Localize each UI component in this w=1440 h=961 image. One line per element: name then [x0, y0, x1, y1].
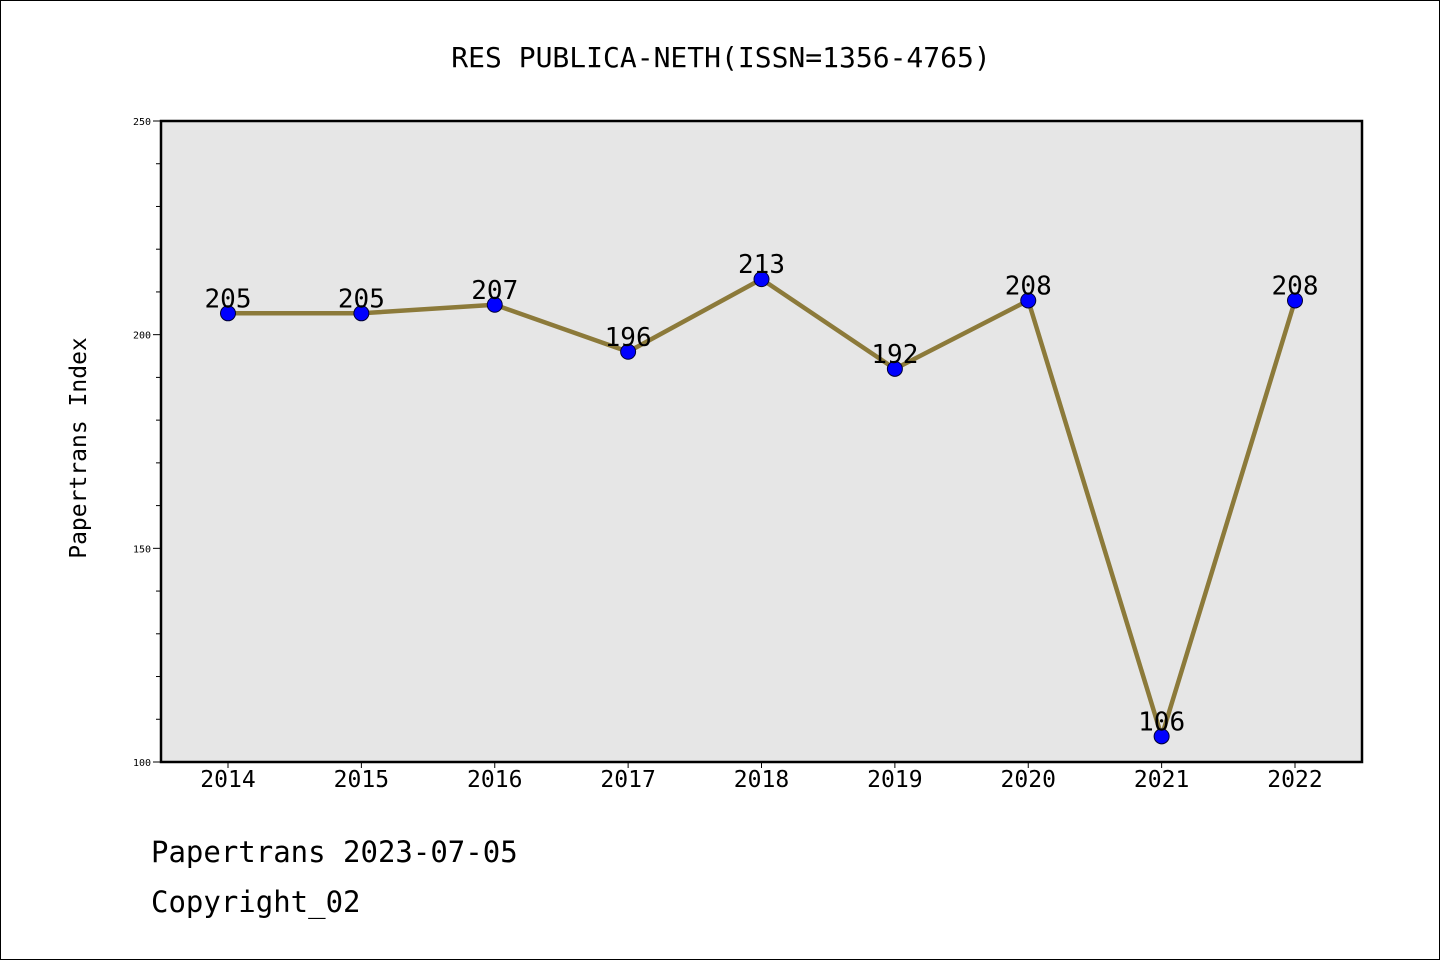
x-tick-label: 2020 — [1001, 767, 1056, 793]
y-axis-label: Papertrans Index — [66, 337, 92, 559]
x-tick-label: 2014 — [200, 767, 255, 793]
y-axis-ticks: 100 150 200 250 — [133, 117, 161, 769]
data-label: 208 — [1005, 271, 1052, 301]
data-markers — [220, 271, 1303, 745]
x-tick-label: 2019 — [867, 767, 922, 793]
data-label: 192 — [871, 340, 918, 370]
data-label: 208 — [1272, 271, 1319, 301]
data-point — [753, 271, 770, 288]
x-tick-label: 2015 — [334, 767, 389, 793]
data-label: 205 — [205, 284, 252, 314]
data-label: 205 — [338, 284, 385, 314]
data-label: 207 — [471, 276, 518, 306]
y-tick-label: 200 — [133, 331, 151, 342]
x-tick-label: 2022 — [1267, 767, 1322, 793]
y-tick-label: 250 — [133, 117, 151, 128]
data-point — [353, 305, 370, 322]
data-point — [220, 305, 236, 322]
data-point — [1020, 292, 1037, 309]
data-labels: 205 205 207 196 213 192 208 106 208 — [205, 250, 1319, 737]
chart-title: RES PUBLICA-NETH(ISSN=1356-4765) — [451, 41, 990, 74]
data-label: 196 — [605, 323, 652, 353]
data-point — [620, 343, 637, 360]
x-tick-label: 2021 — [1134, 767, 1189, 793]
data-point — [486, 296, 503, 313]
y-tick-label: 150 — [133, 544, 151, 555]
y-tick-label: 100 — [133, 758, 151, 769]
footer-date: Papertrans 2023-07-05 — [151, 835, 518, 869]
x-axis-ticks: 2014 2015 2016 2017 2018 2019 2020 2021 2022 — [200, 762, 1323, 793]
footer-copyright: Copyright_02 — [151, 885, 361, 919]
x-tick-label: 2018 — [734, 767, 789, 793]
x-tick-label: 2016 — [467, 767, 522, 793]
data-point — [886, 360, 903, 377]
data-label: 106 — [1138, 707, 1185, 737]
data-label: 213 — [738, 250, 785, 280]
x-tick-label: 2017 — [600, 767, 655, 793]
plot-area — [159, 119, 1364, 764]
data-point — [1153, 728, 1170, 745]
data-point — [1287, 292, 1303, 309]
